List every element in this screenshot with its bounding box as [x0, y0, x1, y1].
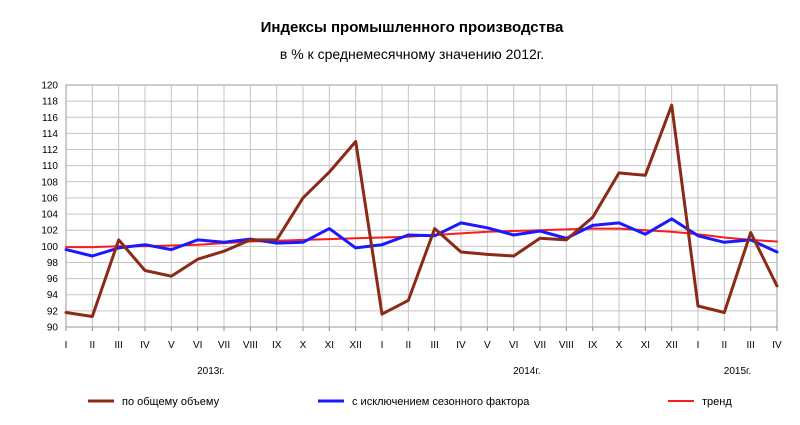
x-tick-label: IX	[272, 340, 282, 351]
legend-label-2: с исключением сезонного фактора	[352, 396, 530, 408]
y-tick-label: 108	[41, 177, 58, 188]
y-tick-label: 94	[47, 290, 59, 301]
y-tick-label: 102	[41, 226, 58, 237]
x-tick-label: XII	[350, 340, 362, 351]
x-tick-label: II	[406, 340, 412, 351]
y-tick-label: 120	[41, 81, 58, 92]
legend-label-1: по общему объему	[122, 396, 220, 408]
x-tick-label: I	[65, 340, 68, 351]
series-lines	[64, 103, 779, 318]
series-line-2	[64, 217, 779, 258]
x-tick-label: X	[616, 340, 623, 351]
y-tick-label: 106	[41, 193, 58, 204]
x-axis: I II III IV V VI VII VIII IX X XI XII I II III IV V VI VII…	[65, 327, 782, 351]
y-tick-label: 104	[41, 210, 58, 221]
x-tick-label: I	[381, 340, 384, 351]
x-tick-label: IV	[772, 340, 782, 351]
y-tick-label: 100	[41, 242, 58, 253]
y-axis: 90 92 94 96 98 100 102 104 106 108 110 112 114 116 118…	[41, 81, 58, 334]
series-line-1	[64, 103, 779, 318]
y-tick-label: 118	[42, 97, 58, 108]
legend: по общему объему с исключением сезонного …	[88, 396, 732, 408]
x-tick-label: VI	[509, 340, 518, 351]
x-tick-label: I	[697, 340, 700, 351]
x-tick-label: VIII	[243, 340, 258, 351]
chart-subtitle: в % к среднемесячному значению 2012г.	[280, 46, 544, 62]
year-label: 2015г.	[724, 366, 751, 377]
x-tick-label: IX	[588, 340, 598, 351]
x-tick-label: XI	[641, 340, 650, 351]
grid-lines	[66, 85, 777, 327]
year-labels: 2013г. 2014г. 2015г.	[197, 366, 751, 377]
x-tick-label: III	[430, 340, 438, 351]
x-tick-label: VII	[534, 340, 546, 351]
y-tick-label: 98	[47, 258, 59, 269]
x-tick-label: V	[168, 340, 175, 351]
x-tick-label: III	[114, 340, 122, 351]
y-tick-label: 96	[47, 274, 59, 285]
x-tick-label: VII	[218, 340, 230, 351]
chart-title: Индексы промышленного производства	[261, 19, 564, 36]
year-label: 2013г.	[197, 366, 224, 377]
legend-label-3: тренд	[702, 396, 732, 408]
y-tick-label: 112	[42, 145, 58, 156]
x-tick-label: V	[484, 340, 491, 351]
y-tick-label: 114	[42, 129, 58, 140]
y-tick-label: 90	[47, 323, 59, 334]
x-tick-label: II	[722, 340, 728, 351]
y-tick-label: 116	[42, 113, 58, 124]
year-label: 2014г.	[513, 366, 540, 377]
x-tick-label: IV	[456, 340, 466, 351]
x-tick-label: XII	[666, 340, 678, 351]
x-tick-label: XI	[325, 340, 334, 351]
x-tick-label: X	[300, 340, 307, 351]
x-tick-label: II	[90, 340, 96, 351]
x-tick-label: III	[746, 340, 754, 351]
y-tick-label: 92	[47, 306, 59, 317]
x-tick-label: VIII	[559, 340, 574, 351]
x-tick-label: IV	[140, 340, 150, 351]
plot-area	[65, 84, 778, 328]
y-tick-label: 110	[42, 161, 58, 172]
x-tick-label: VI	[193, 340, 202, 351]
